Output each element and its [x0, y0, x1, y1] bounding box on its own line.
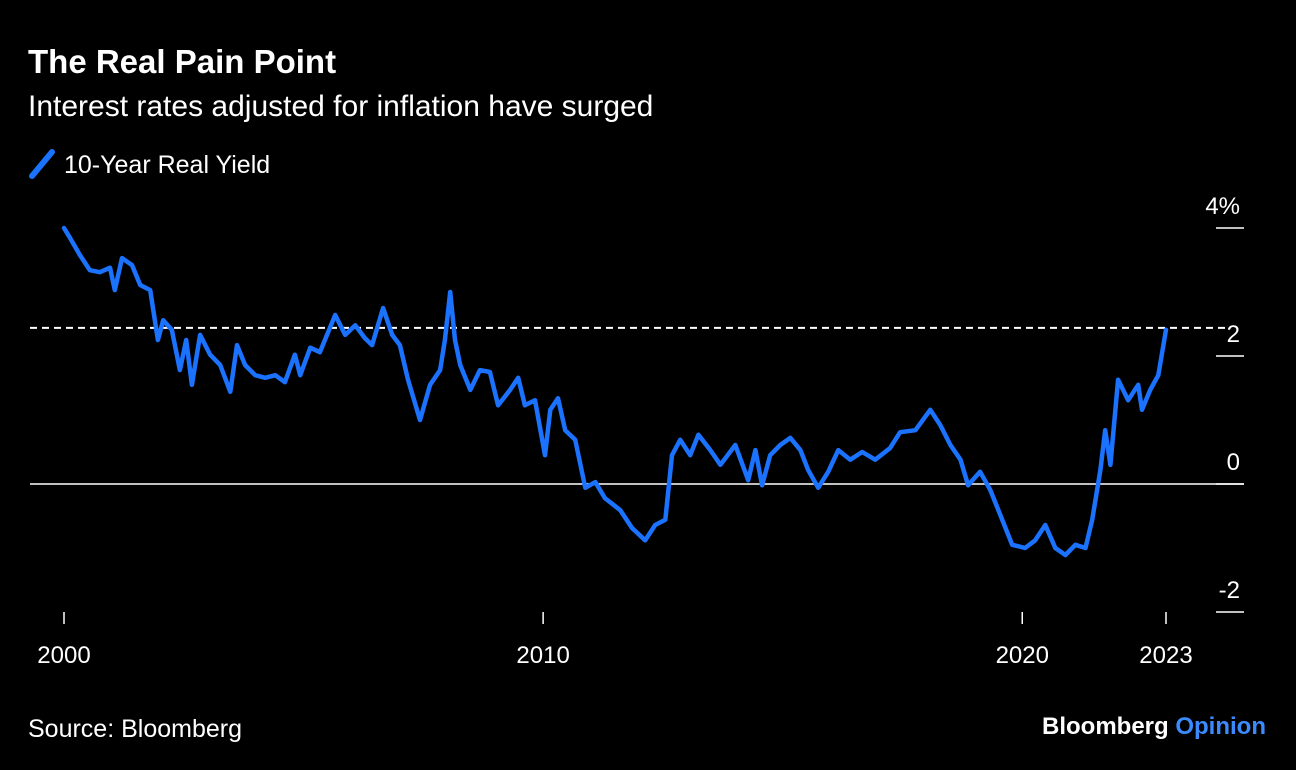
- chart-subtitle: Interest rates adjusted for inflation ha…: [28, 90, 653, 123]
- x-tick-label: 2010: [516, 642, 569, 669]
- legend-swatch: [29, 149, 55, 179]
- brand-section: Opinion: [1175, 713, 1266, 740]
- y-tick-label: 2: [1227, 321, 1240, 348]
- x-tick-label: 2023: [1139, 642, 1192, 669]
- chart-title: The Real Pain Point: [28, 43, 336, 80]
- y-tick-label: 0: [1227, 449, 1240, 476]
- y-tick-label: -2: [1219, 577, 1240, 604]
- y-tick-label: 4%: [1205, 193, 1240, 220]
- x-tick-label: 2000: [37, 642, 90, 669]
- series-line: [61, 225, 1169, 558]
- source: Source: Bloomberg: [28, 715, 242, 743]
- x-tick-label: 2020: [996, 642, 1049, 669]
- brand: Bloomberg Opinion: [1042, 713, 1266, 740]
- legend-label: 10-Year Real Yield: [64, 151, 270, 179]
- brand-name: Bloomberg: [1042, 713, 1169, 740]
